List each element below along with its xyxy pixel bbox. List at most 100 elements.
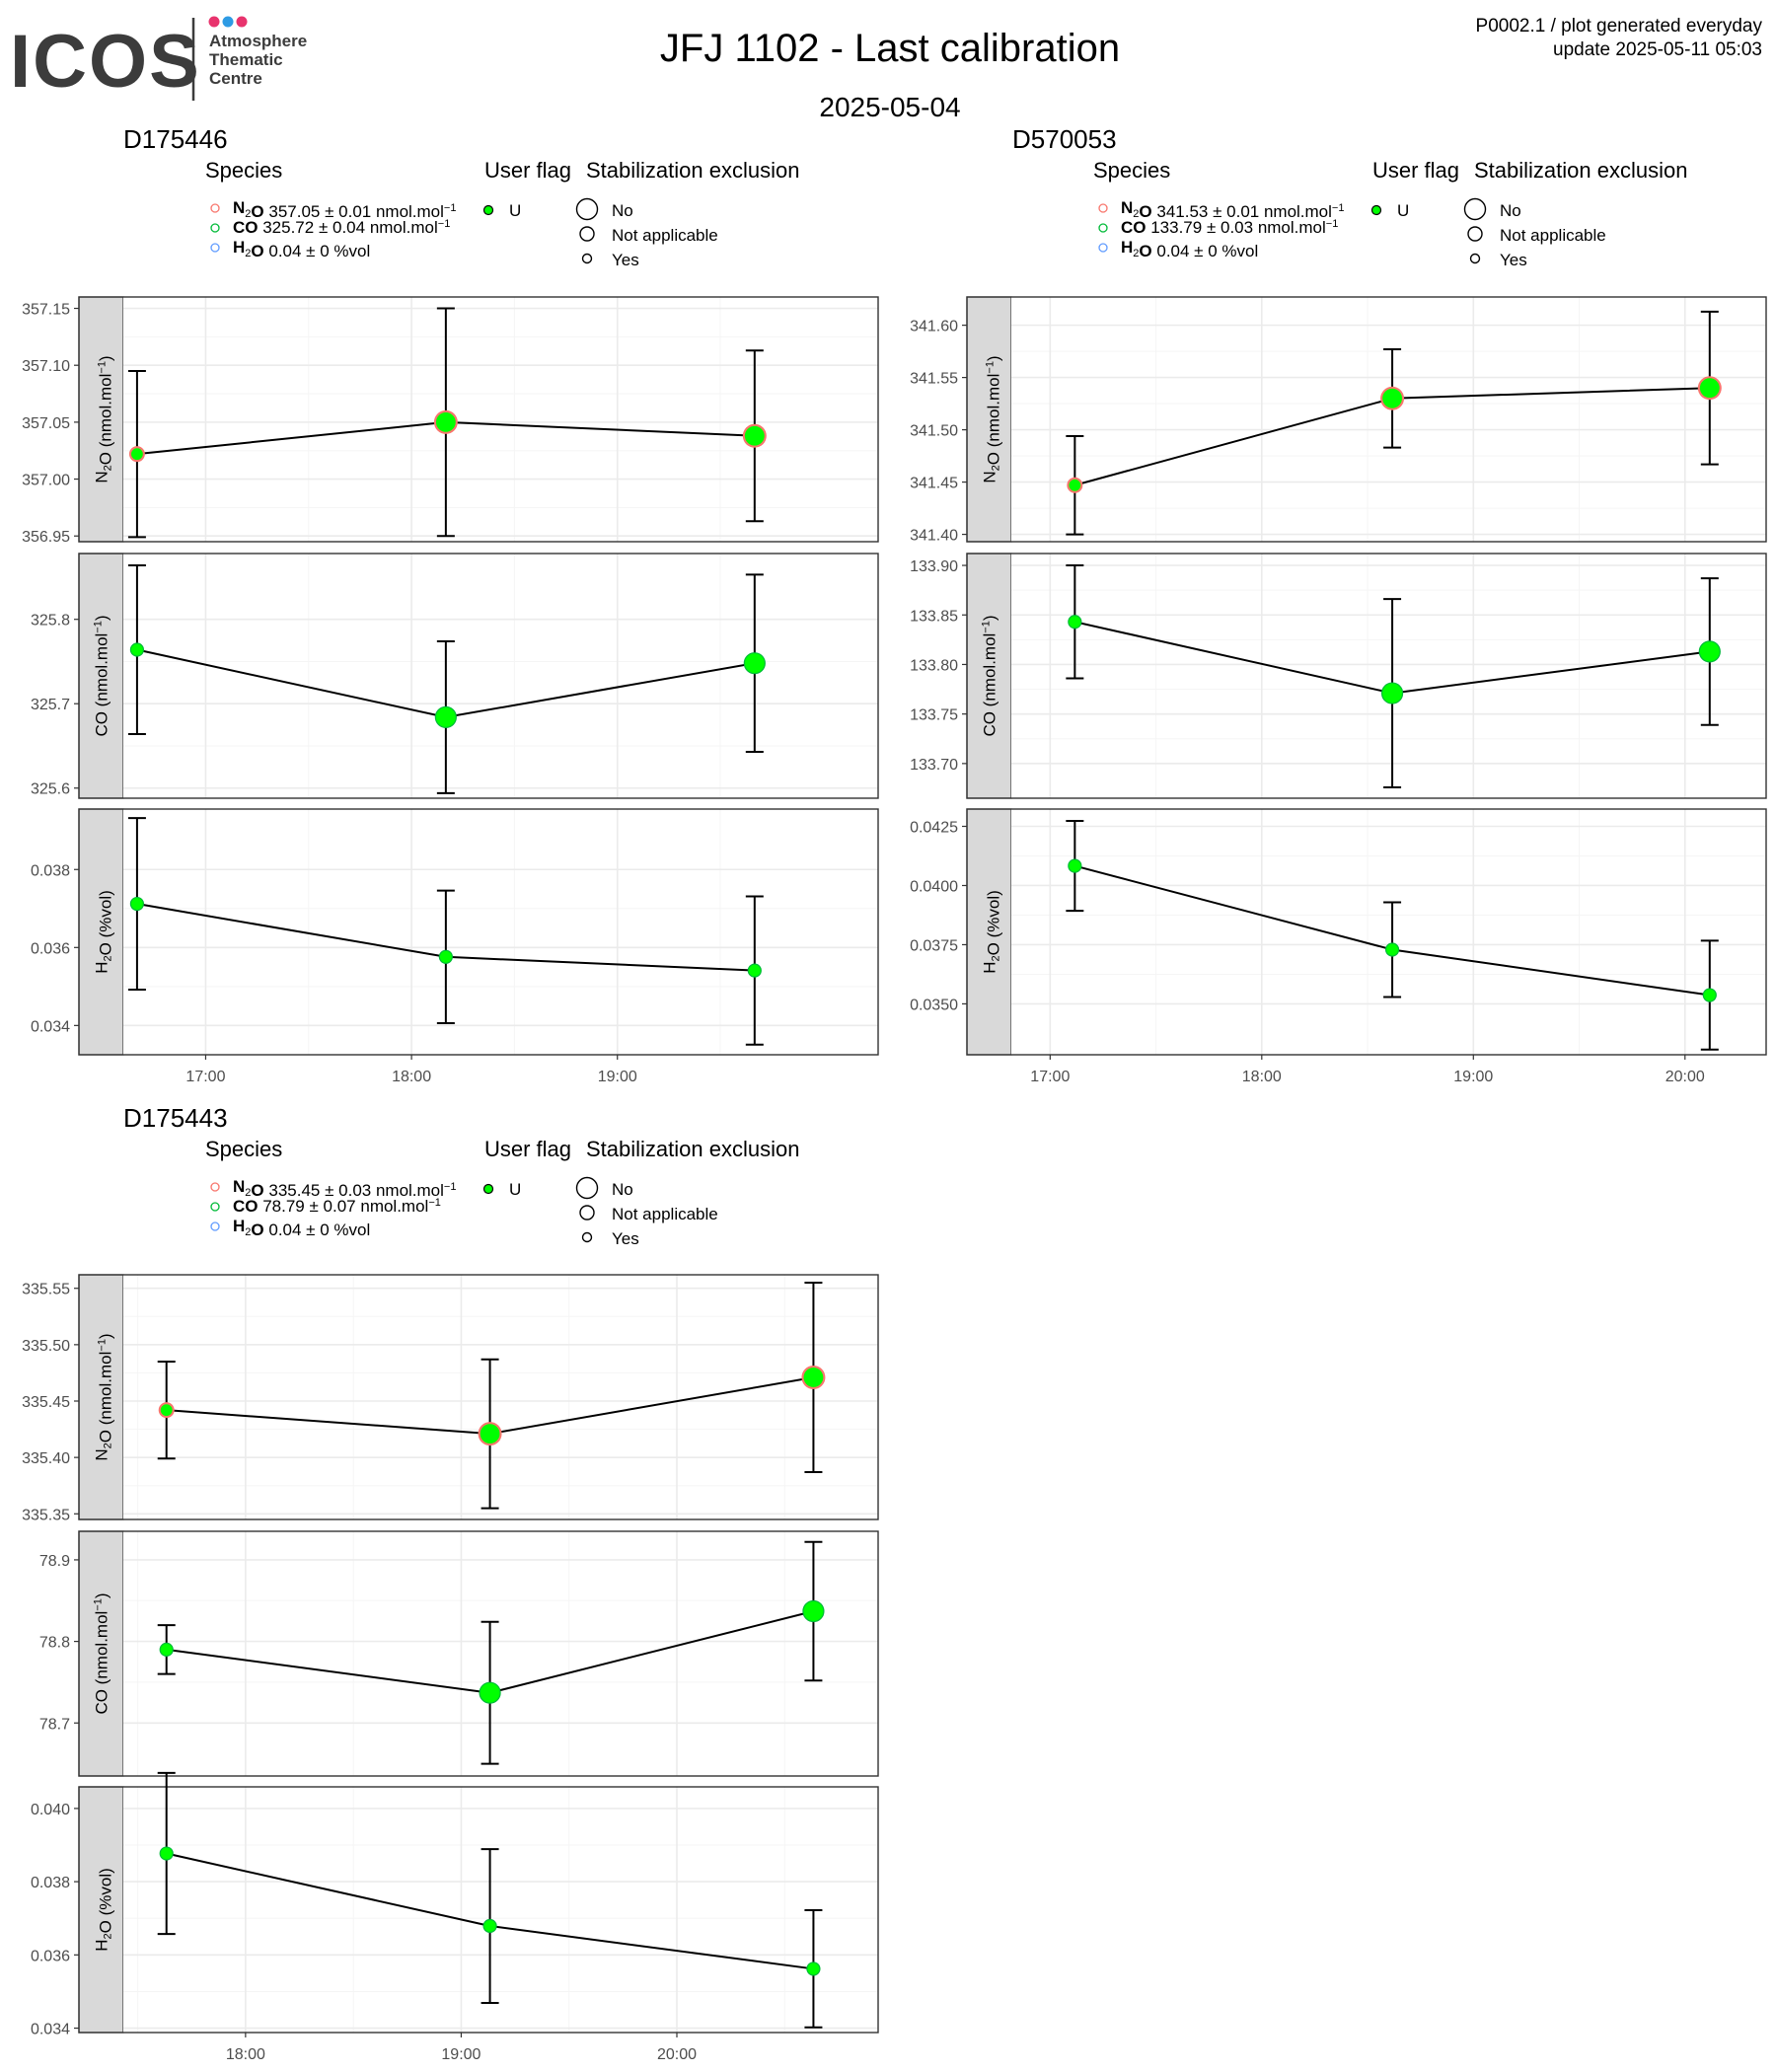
ylabel-open: ( — [985, 931, 1003, 942]
species-part: H — [1121, 238, 1133, 257]
y-tick-label: 335.40 — [22, 1450, 70, 1467]
data-point — [434, 410, 457, 433]
legend-stab-label: Yes — [1500, 251, 1527, 269]
unit-base: nmol.mol — [1258, 218, 1326, 237]
plot-bg — [123, 809, 878, 1055]
legend-species-value: 335.45 ± 0.03 — [264, 1181, 376, 1200]
legend-species-title: Species — [205, 1137, 282, 1161]
y-tick-label: 357.00 — [22, 473, 70, 489]
y-tick-label: 335.50 — [22, 1338, 70, 1355]
legend-userflag-key — [482, 1183, 494, 1195]
x-tick-label: 17:00 — [185, 1069, 225, 1085]
update-line: update 2025-05-11 05:03 — [1553, 39, 1762, 60]
species-part: N — [93, 1448, 111, 1460]
unit-base: %vol — [985, 896, 1003, 932]
panel-ylabel: H2O (%vol) — [93, 1868, 115, 1952]
data-point — [1698, 377, 1721, 400]
y-tick-label: 335.55 — [22, 1282, 70, 1298]
x-tick-label: 19:00 — [1453, 1069, 1493, 1085]
ylabel-open: ( — [985, 441, 1003, 452]
ylabel-open: ( — [97, 1909, 115, 1920]
unit-sup: −1 — [428, 1197, 441, 1209]
panel-ylabel: CO (nmol.mol−1) — [93, 615, 111, 736]
species-part: O — [251, 202, 263, 221]
ylabel-close: ) — [97, 890, 115, 896]
panel-2: H2O (%vol) 0.034 0.036 0.038 0.040 — [31, 1771, 879, 2038]
data-point — [479, 1423, 501, 1445]
unit-base: nmol.mol — [97, 1352, 115, 1420]
unit-sup: −1 — [1326, 218, 1339, 230]
x-tick-label: 19:00 — [441, 2046, 481, 2063]
species-part: 2 — [245, 1187, 251, 1199]
ylabel-open: ( — [97, 1419, 115, 1430]
legend-species-key — [210, 203, 220, 213]
panel-ylabel: CO (nmol.mol−1) — [981, 615, 999, 736]
legend-userflag-key — [482, 204, 494, 216]
y-tick-label: 0.034 — [31, 1018, 70, 1035]
legend-userflag-label: U — [1397, 201, 1409, 220]
data-point — [802, 1599, 825, 1623]
legend-species-label: H2O 0.04 ± 0 %vol — [233, 238, 370, 260]
species-part: H — [233, 238, 245, 257]
plot-bg — [123, 1275, 878, 1519]
species-part: O — [251, 1181, 263, 1200]
panel-strip — [78, 1274, 124, 1520]
logo-dot-3 — [236, 16, 248, 28]
legend-species-label: N2O 335.45 ± 0.03 nmol.mol−1 — [233, 1177, 456, 1200]
legend-stab-label: Yes — [612, 251, 639, 269]
panel-border — [966, 808, 1767, 1056]
species-part: O — [1139, 242, 1151, 260]
panel-border — [78, 553, 879, 799]
legend-species-key — [1098, 223, 1108, 233]
legend-species-key — [1098, 243, 1108, 253]
legend-species-label: CO 325.72 ± 0.04 nmol.mol−1 — [233, 218, 450, 237]
unit-sup: −1 — [981, 621, 993, 633]
legend-species-value: 0.04 ± 0 — [264, 1221, 334, 1239]
unit-base: %vol — [1221, 242, 1258, 260]
y-tick-label: 325.7 — [31, 697, 70, 713]
data-point — [1380, 682, 1404, 704]
species-part: N — [233, 198, 245, 217]
unit-sup: −1 — [438, 218, 451, 230]
panel-border — [966, 553, 1767, 799]
plot-bg — [1011, 809, 1766, 1055]
icos-logo: ICOS Atmosphere Thematic Centre — [10, 16, 307, 104]
unit-sup: −1 — [97, 361, 109, 374]
y-tick-label: 0.0375 — [910, 937, 958, 954]
panel-0: N2O (nmol.mol−1) 356.95 357.00 357.05 357.10… — [22, 296, 879, 546]
y-tick-label: 325.6 — [31, 781, 70, 798]
species-part: N — [1121, 198, 1133, 217]
plot-bg — [1011, 554, 1766, 798]
legend-userflag-label: U — [509, 1180, 521, 1199]
legend-stab-label: Not applicable — [612, 226, 718, 245]
panel-strip — [78, 1786, 124, 2034]
panel-border — [966, 296, 1767, 543]
panel-ylabel: N2O (nmol.mol−1) — [981, 355, 1003, 482]
unit-base: %vol — [333, 242, 370, 260]
legend-stab-key — [575, 197, 599, 221]
species-part: O — [97, 1920, 115, 1933]
y-tick-label: 133.70 — [910, 757, 958, 774]
legend-species-key — [210, 223, 220, 233]
species-part: O — [97, 942, 115, 955]
data-point — [159, 1403, 174, 1418]
data-point — [743, 424, 766, 447]
data-point — [1698, 640, 1721, 663]
logo-subtitle-3: Centre — [209, 69, 262, 88]
unit-sup: −1 — [444, 1181, 457, 1193]
legend-species-value: 133.79 ± 0.03 — [1147, 218, 1258, 237]
panel-border — [78, 1786, 879, 2034]
data-point — [1384, 942, 1400, 957]
unit-sup: −1 — [1332, 202, 1345, 214]
y-tick-label: 325.8 — [31, 613, 70, 629]
y-tick-label: 133.90 — [910, 558, 958, 575]
species-part: 2 — [991, 955, 1002, 961]
y-tick-label: 341.50 — [910, 423, 958, 440]
data-point — [159, 1642, 174, 1657]
data-point — [479, 1681, 501, 1704]
legend-species-title: Species — [205, 158, 282, 183]
legend-stab-label: No — [612, 1180, 633, 1199]
plot-bg — [1011, 297, 1766, 542]
data-point — [743, 652, 766, 675]
panel-0: N2O (nmol.mol−1) 335.35 335.40 335.45 335.50… — [22, 1274, 879, 1523]
